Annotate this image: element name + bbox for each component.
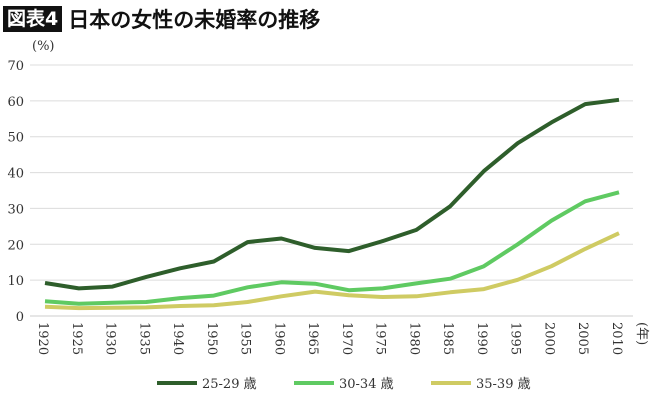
y-tick-label: 50 xyxy=(7,131,24,146)
y-tick-label: 30 xyxy=(7,202,24,217)
figure-badge: 図表4 xyxy=(3,6,63,32)
x-tick-label: 1925 xyxy=(69,322,84,355)
x-tick-label: 1985 xyxy=(440,322,455,355)
x-tick-label: 1955 xyxy=(238,322,253,355)
x-tick-label: 1935 xyxy=(136,322,151,355)
y-tick-label: 70 xyxy=(7,59,24,74)
x-tick-label: 2005 xyxy=(575,322,590,355)
x-tick-label: 1965 xyxy=(305,322,320,355)
y-axis-label: (%) xyxy=(32,39,55,54)
series-line-35-39 xyxy=(44,231,620,311)
y-tick-label: 20 xyxy=(7,238,24,253)
x-tick-label: 2000 xyxy=(541,322,556,355)
chart-title-text: 日本の女性の未婚率の推移 xyxy=(68,8,321,32)
y-tick-label: 40 xyxy=(7,167,24,182)
x-tick-label: 1930 xyxy=(103,322,118,355)
legend-label: 25-29 歳 xyxy=(202,377,257,392)
x-tick-label: 1980 xyxy=(406,322,421,355)
series-line-30-34 xyxy=(44,190,620,306)
series-line-25-29 xyxy=(44,97,620,291)
x-tick-label: 1940 xyxy=(170,322,185,355)
y-tick-label: 60 xyxy=(7,95,24,110)
x-axis-label: (年) xyxy=(634,322,649,345)
legend-label: 35-39 歳 xyxy=(476,377,531,392)
legend-label: 30-34 歳 xyxy=(339,377,394,392)
y-tick-label: 0 xyxy=(16,310,24,325)
x-tick-label: 1990 xyxy=(474,322,489,355)
x-tick-label: 1920 xyxy=(35,322,50,355)
x-tick-label: 2010 xyxy=(609,322,624,355)
chart-title: 図表4 日本の女性の未婚率の推移 xyxy=(3,4,320,34)
x-tick-label: 1960 xyxy=(271,322,286,355)
x-tick-label: 1950 xyxy=(204,322,219,355)
y-tick-label: 10 xyxy=(7,274,24,289)
x-tick-label: 1975 xyxy=(373,322,388,355)
x-tick-label: 1970 xyxy=(339,322,354,355)
x-tick-label: 1995 xyxy=(508,322,523,355)
